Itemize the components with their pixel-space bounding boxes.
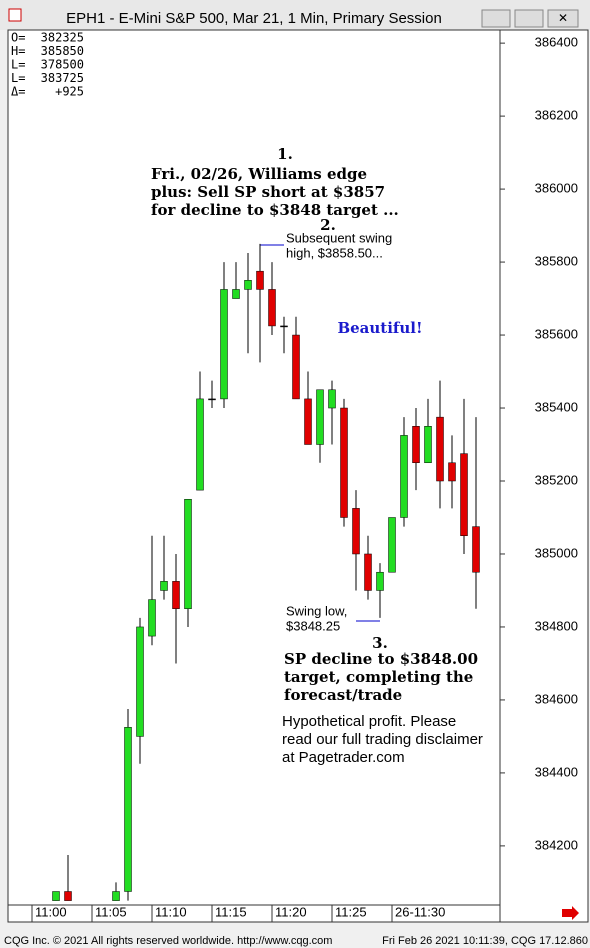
stat-value: 385850 — [41, 44, 84, 58]
candle-body — [316, 389, 324, 445]
candle-body — [244, 280, 252, 290]
note-text: high, $3858.50... — [286, 245, 383, 260]
minimize-button[interactable] — [481, 9, 511, 28]
candle-body — [256, 270, 264, 290]
app-icon — [8, 8, 22, 22]
note-text: SP decline to $3848.00 — [284, 650, 478, 668]
candle-body — [148, 599, 156, 637]
note-number: 3. — [372, 634, 388, 652]
note-text: forecast/trade — [284, 686, 402, 704]
candle-body — [208, 398, 216, 401]
stat-label: H= — [11, 44, 25, 58]
x-tick-label: 11:00 — [35, 904, 67, 919]
note-text: for decline to $3848 target ... — [151, 201, 399, 219]
candle-body — [172, 581, 180, 609]
candle-body — [220, 289, 228, 400]
candle-body — [376, 571, 384, 591]
note-text: Subsequent swing — [286, 230, 392, 245]
x-tick-label: 11:15 — [215, 904, 247, 919]
note-number: 1. — [277, 145, 293, 163]
candle-body — [352, 508, 360, 555]
y-tick-label: 386200 — [535, 108, 578, 123]
stat-label: Δ= — [11, 85, 25, 99]
y-tick-label: 384200 — [535, 837, 578, 852]
x-tick-label: 11:20 — [275, 904, 307, 919]
candle-body — [112, 891, 120, 901]
price-axis-panel — [499, 29, 589, 923]
stat-value: +925 — [55, 85, 84, 99]
x-tick-label: 11:25 — [335, 904, 367, 919]
close-button[interactable] — [547, 9, 579, 28]
time-axis-panel — [7, 904, 501, 923]
note-text: Fri., 02/26, Williams edge — [151, 165, 367, 183]
note-text: plus: Sell SP short at $3857 — [151, 183, 385, 201]
y-tick-label: 385000 — [535, 545, 578, 560]
stat-label: L= — [11, 71, 25, 85]
candle-body — [136, 626, 144, 737]
note-text: $3848.25 — [286, 618, 340, 633]
candle-body — [64, 891, 72, 901]
footer-right: Fri Feb 26 2021 10:11:39, CQG 17.12.860 — [382, 935, 588, 947]
y-tick-label: 386000 — [535, 181, 578, 196]
close-glyph: ✕ — [558, 11, 568, 25]
candle-body — [160, 581, 168, 591]
x-tick-label: 11:10 — [155, 904, 187, 919]
stat-label: O= — [11, 31, 25, 45]
stat-value: 382325 — [41, 31, 84, 45]
candle-body — [292, 334, 300, 400]
y-tick-label: 385800 — [535, 254, 578, 269]
x-tick-label: 26-11:30 — [395, 904, 445, 919]
maximize-button[interactable] — [514, 9, 544, 28]
note-text: Swing low, — [286, 603, 347, 618]
stat-label: L= — [11, 58, 25, 72]
candle-body — [412, 426, 420, 464]
candle-body — [472, 526, 480, 573]
candle-body — [184, 498, 192, 609]
x-tick-label: 11:05 — [95, 904, 127, 919]
note-highlight: Beautiful! — [337, 319, 422, 337]
y-tick-label: 386400 — [535, 35, 578, 50]
candle-body — [124, 727, 132, 892]
candle-body — [340, 407, 348, 518]
candle-body — [388, 517, 396, 573]
scroll-arrow[interactable] — [562, 906, 579, 920]
stat-value: 383725 — [41, 71, 84, 85]
candle-body — [304, 398, 312, 445]
y-tick-label: 384800 — [535, 618, 578, 633]
candle-body — [328, 389, 336, 409]
y-tick-label: 385200 — [535, 472, 578, 487]
y-tick-label: 384600 — [535, 691, 578, 706]
candle-body — [232, 289, 240, 299]
disclaimer: at Pagetrader.com — [282, 749, 405, 766]
candle-body — [424, 426, 432, 464]
window-title: EPH1 - E-Mini S&P 500, Mar 21, 1 Min, Pr… — [66, 10, 442, 27]
disclaimer: Hypothetical profit. Please — [282, 713, 456, 730]
candle-body — [268, 289, 276, 327]
footer-left: CQG Inc. © 2021 All rights reserved worl… — [4, 935, 332, 947]
candle-body — [196, 398, 204, 491]
plot-area — [7, 29, 501, 906]
note-text: target, completing the — [284, 668, 473, 686]
stat-value: 378500 — [41, 58, 84, 72]
candle-body — [448, 462, 456, 482]
candle-body — [436, 416, 444, 482]
note-number: 2. — [320, 216, 336, 234]
disclaimer: read our full trading disclaimer — [282, 731, 483, 748]
y-tick-label: 384400 — [535, 764, 578, 779]
candle-body — [280, 325, 288, 328]
candle-body — [460, 453, 468, 536]
candle-body — [52, 891, 60, 901]
y-tick-label: 385600 — [535, 326, 578, 341]
candle-body — [400, 435, 408, 518]
y-tick-label: 385400 — [535, 399, 578, 414]
candle-body — [364, 553, 372, 591]
